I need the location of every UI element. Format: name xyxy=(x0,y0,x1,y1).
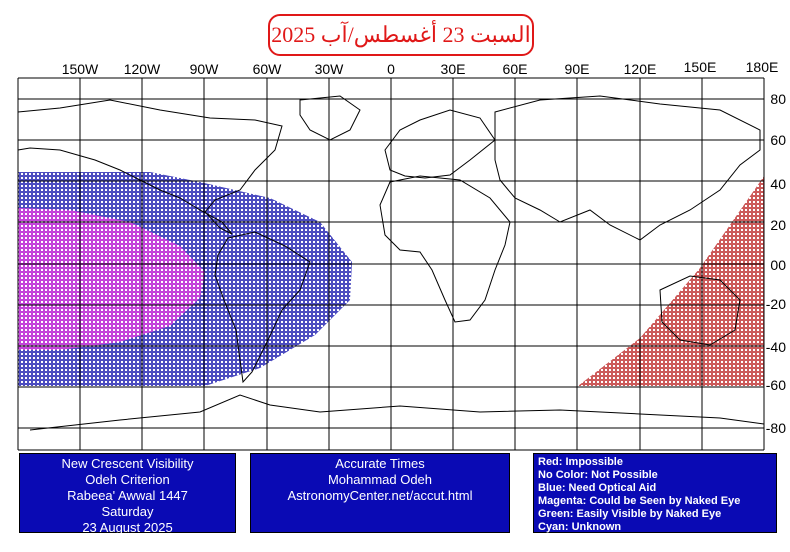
legend-item-blue: Blue: Need Optical Aid xyxy=(538,482,657,494)
lon-label: 150E xyxy=(684,59,717,75)
weekday-label: Saturday xyxy=(101,504,154,519)
lon-label: 180E xyxy=(746,59,779,75)
lon-label: 120E xyxy=(624,61,657,77)
lat-label: 20 xyxy=(770,217,786,233)
antarctica-outline xyxy=(29,394,765,431)
panel-title: New Crescent Visibility xyxy=(61,456,194,471)
lon-label: 90E xyxy=(565,61,590,77)
lon-label: 90W xyxy=(190,61,220,77)
gregorian-date-label: 23 August 2025 xyxy=(82,520,173,535)
longitude-labels: 150W 120W 90W 60W 30W 0 30E 60E 90E 120E… xyxy=(62,59,779,77)
author-label: Mohammad Odeh xyxy=(327,472,433,487)
legend-item-green: Green: Easily Visible by Naked Eye xyxy=(538,508,722,520)
africa-outline xyxy=(379,175,511,323)
zone-red-impossible xyxy=(578,176,764,386)
legend-panel: Red: Impossible No Color: Not Possible B… xyxy=(533,453,777,533)
visibility-map: 150W 120W 90W 60W 30W 0 30E 60E 90E 120E… xyxy=(17,59,786,451)
lon-label: 120W xyxy=(124,61,161,77)
criterion-label: Odeh Criterion xyxy=(85,472,170,487)
asia-outline xyxy=(494,95,761,241)
lat-label: -20 xyxy=(766,296,786,312)
legend-item-red: Red: Impossible xyxy=(538,456,623,468)
info-panel-middle: Accurate Times Mohammad Odeh AstronomyCe… xyxy=(250,453,510,533)
lon-label: 60E xyxy=(503,61,528,77)
website-link[interactable]: AstronomyCenter.net/accut.html xyxy=(287,488,473,503)
coastlines xyxy=(17,95,765,431)
south-america-outline xyxy=(214,231,311,384)
hijri-month-label: Rabeea' Awwal 1447 xyxy=(67,488,188,503)
info-panel-left: New Crescent Visibility Odeh Criterion R… xyxy=(19,453,236,535)
lat-label: -60 xyxy=(766,377,786,393)
lat-label: -80 xyxy=(766,420,786,436)
zone-magenta-naked-eye xyxy=(18,208,205,350)
latitude-labels: 80 60 40 20 00 -20 -40 -60 -80 xyxy=(766,91,786,436)
lon-label: 0 xyxy=(387,61,395,77)
lon-label: 150W xyxy=(62,61,99,77)
panel-title: Accurate Times xyxy=(335,456,425,471)
lat-label: 40 xyxy=(770,176,786,192)
north-america-outline xyxy=(17,99,283,235)
lat-label: -40 xyxy=(766,339,786,355)
graticule xyxy=(17,77,765,451)
europe-outline xyxy=(384,109,496,179)
legend-item-no-color: No Color: Not Possible xyxy=(538,469,658,481)
australia-outline xyxy=(659,275,741,346)
lon-label: 30W xyxy=(315,61,345,77)
greenland-outline xyxy=(299,95,361,141)
date-banner: السبت 23 أغسطس/آب 2025 xyxy=(268,14,534,56)
legend-item-cyan: Cyan: Unknown xyxy=(538,521,622,533)
lon-label: 30E xyxy=(441,61,466,77)
lon-label: 60W xyxy=(253,61,283,77)
legend-item-magenta: Magenta: Could be Seen by Naked Eye xyxy=(538,495,741,507)
lat-label: 60 xyxy=(770,132,786,148)
lat-label: 80 xyxy=(770,91,786,107)
lat-label: 00 xyxy=(770,257,786,273)
